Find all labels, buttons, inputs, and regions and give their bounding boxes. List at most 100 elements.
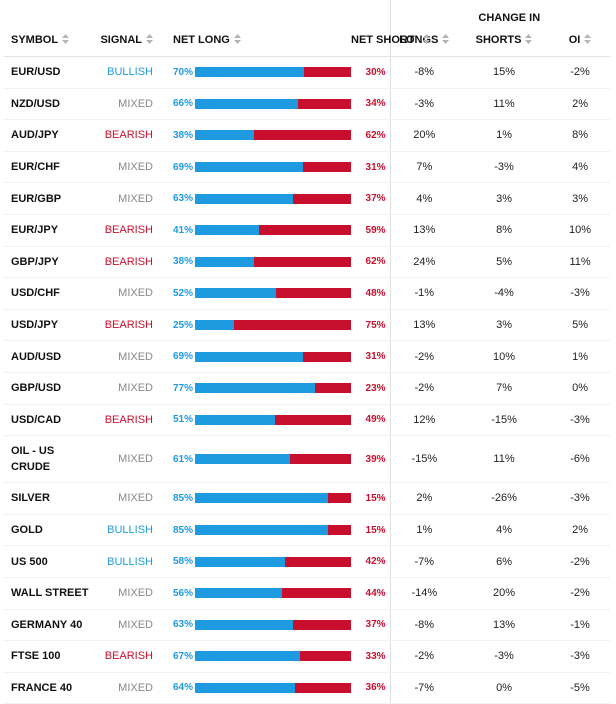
symbol-cell[interactable]: GOLD: [4, 514, 92, 547]
symbol-cell[interactable]: EUR/USD: [4, 56, 92, 89]
table-row[interactable]: EUR/USD BULLISH 70% 30% -8% 15% -2%: [4, 56, 611, 89]
symbol-label[interactable]: USD/JPY: [11, 319, 59, 332]
long-bar-segment: [195, 651, 300, 662]
table-row[interactable]: EUR/CHF MIXED 69% 31% 7% -3% 4%: [4, 151, 611, 184]
symbol-label[interactable]: EUR/JPY: [11, 224, 59, 237]
table-row[interactable]: FRANCE 40 MIXED 64% 36% -7% 0% -5%: [4, 672, 611, 704]
table-row[interactable]: GBP/USD MIXED 77% 23% -2% 7% 0%: [4, 372, 611, 405]
symbol-cell[interactable]: USD/CHF: [4, 277, 92, 310]
symbol-cell[interactable]: AUD/USD: [4, 340, 92, 373]
symbol-cell[interactable]: EUR/CHF: [4, 151, 92, 184]
symbol-cell[interactable]: GBP/USD: [4, 372, 92, 405]
symbol-cell[interactable]: NZD/USD: [4, 88, 92, 121]
symbol-label[interactable]: AUD/JPY: [11, 129, 59, 142]
symbol-label[interactable]: USD/CAD: [11, 413, 62, 426]
signal-header-label: SIGNAL: [100, 34, 142, 46]
table-row[interactable]: US 500 BULLISH 58% 42% -7% 6% -2%: [4, 545, 611, 578]
symbol-label[interactable]: USD/CHF: [11, 287, 60, 300]
symbol-cell[interactable]: EUR/GBP: [4, 182, 92, 215]
oi-column-header[interactable]: OI: [550, 24, 611, 57]
shorts-change-value: 15%: [458, 56, 551, 89]
table-row[interactable]: OIL - US CRUDE MIXED 61% 39% -15% 11% -6%: [4, 435, 611, 484]
symbol-label[interactable]: EUR/CHF: [11, 161, 60, 174]
oi-change-value: -3%: [550, 640, 611, 673]
sort-icon[interactable]: [62, 34, 70, 45]
sort-icon[interactable]: [233, 34, 241, 45]
symbol-cell[interactable]: OIL - US CRUDE: [4, 435, 92, 484]
symbol-label[interactable]: US 500: [11, 555, 48, 568]
table-row[interactable]: EUR/JPY BEARISH 41% 59% 13% 8% 10%: [4, 214, 611, 247]
symbol-label[interactable]: EUR/GBP: [11, 192, 62, 205]
symbol-label[interactable]: FRANCE 40: [11, 681, 73, 694]
sort-icon[interactable]: [442, 34, 450, 45]
table-row[interactable]: EUR/GBP MIXED 63% 37% 4% 3% 3%: [4, 182, 611, 215]
signal-column-header[interactable]: SIGNAL: [92, 24, 165, 57]
symbol-cell[interactable]: EUR/JPY: [4, 214, 92, 247]
net-short-value: 75%: [355, 309, 391, 342]
sort-icon[interactable]: [422, 34, 430, 45]
table-row[interactable]: AUD/USD MIXED 69% 31% -2% 10% 1%: [4, 340, 611, 373]
shorts-column-header[interactable]: SHORTS: [458, 24, 551, 57]
long-bar-segment: [195, 130, 255, 141]
net-long-value: 66%: [165, 88, 195, 121]
net-long-value: 64%: [165, 672, 195, 704]
symbol-label[interactable]: GOLD: [11, 524, 43, 537]
symbol-cell[interactable]: FTSE 100: [4, 640, 92, 673]
symbol-cell[interactable]: GBP/JPY: [4, 246, 92, 279]
table-row[interactable]: USD/CHF MIXED 52% 48% -1% -4% -3%: [4, 277, 611, 310]
shorts-change-value: -26%: [458, 482, 551, 515]
symbol-label[interactable]: SILVER: [11, 492, 50, 505]
short-bar-segment: [304, 67, 351, 78]
table-row[interactable]: NZD/USD MIXED 66% 34% -3% 11% 2%: [4, 88, 611, 121]
sort-icon[interactable]: [525, 34, 533, 45]
sentiment-bar-cell: [195, 88, 355, 121]
symbol-label[interactable]: EUR/USD: [11, 66, 61, 79]
table-row[interactable]: USD/JPY BEARISH 25% 75% 13% 3% 5%: [4, 309, 611, 342]
symbol-label[interactable]: GBP/USD: [11, 382, 62, 395]
table-row[interactable]: SILVER MIXED 85% 15% 2% -26% -3%: [4, 482, 611, 515]
symbol-label[interactable]: NZD/USD: [11, 97, 60, 110]
shorts-change-value: -4%: [458, 277, 551, 310]
oi-change-value: 2%: [550, 88, 611, 121]
short-bar-segment: [254, 130, 351, 141]
symbol-label[interactable]: WALL STREET: [11, 587, 89, 600]
net-short-column-header[interactable]: NET SHORT: [351, 24, 430, 57]
symbol-label[interactable]: GBP/JPY: [11, 255, 59, 268]
oi-change-value: -3%: [550, 404, 611, 437]
symbol-cell[interactable]: SILVER: [4, 482, 92, 515]
table-row[interactable]: WALL STREET MIXED 56% 44% -14% 20% -2%: [4, 577, 611, 610]
sentiment-bar: [195, 320, 351, 331]
table-row[interactable]: USD/CAD BEARISH 51% 49% 12% -15% -3%: [4, 404, 611, 437]
table-row[interactable]: AUD/JPY BEARISH 38% 62% 20% 1% 8%: [4, 119, 611, 152]
table-row[interactable]: GOLD BULLISH 85% 15% 1% 4% 2%: [4, 514, 611, 547]
signal-cell: MIXED: [92, 151, 165, 184]
long-bar-segment: [195, 588, 283, 599]
sentiment-bar-cell: [195, 372, 355, 405]
symbol-cell[interactable]: WALL STREET: [4, 577, 92, 610]
symbol-cell[interactable]: US 500: [4, 545, 92, 578]
symbol-cell[interactable]: GERMANY 40: [4, 609, 92, 642]
net-short-value: 31%: [355, 340, 391, 373]
symbol-label[interactable]: FTSE 100: [11, 650, 61, 663]
oi-change-value: -6%: [550, 435, 611, 484]
table-row[interactable]: FTSE 100 BEARISH 67% 33% -2% -3% -3%: [4, 640, 611, 673]
table-row[interactable]: GBP/JPY BEARISH 38% 62% 24% 5% 11%: [4, 246, 611, 279]
sort-icon[interactable]: [584, 34, 592, 45]
symbol-cell[interactable]: AUD/JPY: [4, 119, 92, 152]
net-long-column-header[interactable]: NET LONG: [165, 24, 355, 57]
symbol-column-header[interactable]: SYMBOL: [4, 24, 92, 57]
symbol-cell[interactable]: USD/JPY: [4, 309, 92, 342]
symbol-cell[interactable]: FRANCE 40: [4, 672, 92, 704]
symbol-label-line2[interactable]: CRUDE: [11, 461, 51, 474]
oi-change-value: 2%: [550, 514, 611, 547]
sort-icon[interactable]: [146, 34, 153, 45]
net-short-value: 48%: [355, 277, 391, 310]
symbol-cell[interactable]: USD/CAD: [4, 404, 92, 437]
net-long-value: 58%: [165, 545, 195, 578]
symbol-label[interactable]: AUD/USD: [11, 350, 62, 363]
symbol-label[interactable]: GERMANY 40: [11, 618, 83, 631]
long-bar-segment: [195, 351, 303, 362]
symbol-label[interactable]: OIL - US: [11, 445, 55, 458]
sentiment-bar: [195, 414, 351, 425]
table-row[interactable]: GERMANY 40 MIXED 63% 37% -8% 13% -1%: [4, 609, 611, 642]
